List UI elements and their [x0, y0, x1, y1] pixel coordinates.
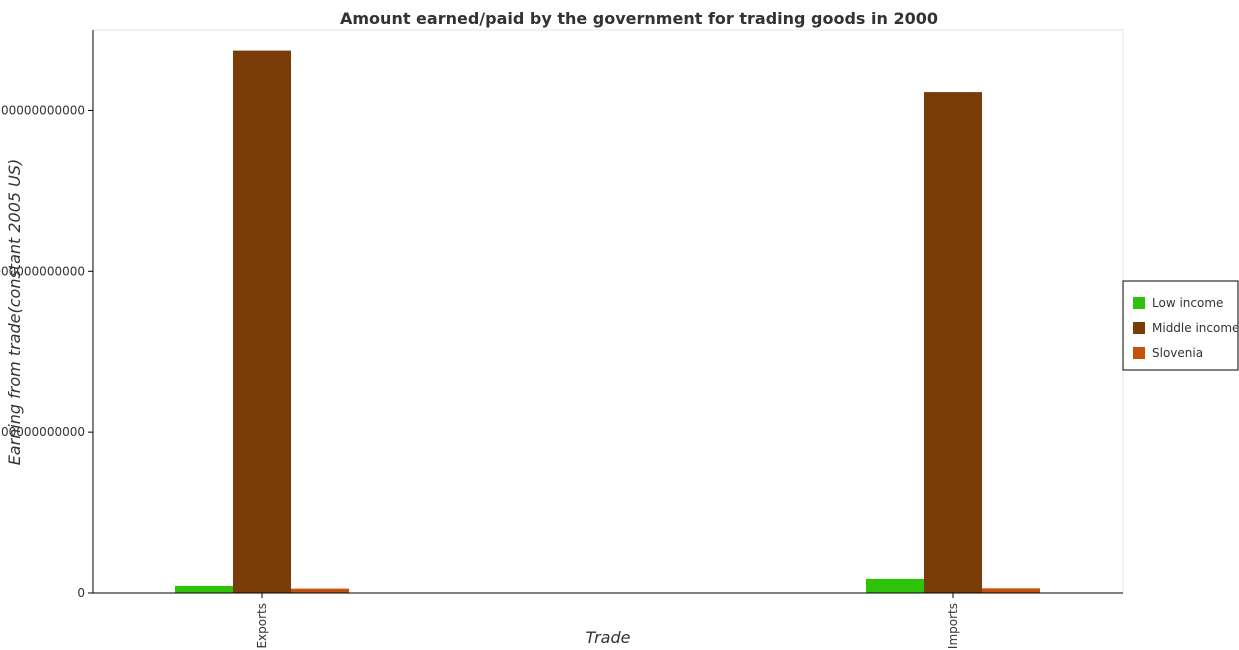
bar-low-income-imports	[866, 578, 924, 593]
legend-swatch-low-income	[1133, 297, 1145, 309]
bar-slovenia-exports	[291, 588, 349, 593]
legend: Low income Middle income Slovenia	[1122, 280, 1239, 371]
chart-title: Amount earned/paid by the government for…	[340, 9, 938, 28]
y-tick-label: 1500000000000	[0, 103, 85, 117]
y-tick-label: 0	[77, 586, 85, 600]
bar-low-income-exports	[175, 585, 233, 593]
legend-swatch-middle-income	[1133, 322, 1145, 334]
bar-slovenia-imports	[982, 588, 1040, 593]
legend-label-slovenia: Slovenia	[1152, 346, 1203, 360]
x-tick-label-imports: Imports	[946, 603, 960, 649]
bar-middle-income-exports	[233, 50, 291, 593]
bar-middle-income-imports	[924, 92, 982, 594]
x-tick-label-exports: Exports	[255, 603, 269, 649]
legend-label-low-income: Low income	[1152, 296, 1223, 310]
x-axis-ticks: Exports Imports	[255, 593, 960, 649]
y-axis-label: Earning from trade(constant 2005 US)	[5, 159, 24, 466]
legend-swatch-slovenia	[1133, 347, 1145, 359]
y-axis-ticks: 0 500000000000 1000000000000 1500000000000	[0, 103, 93, 600]
bars	[175, 50, 1040, 594]
y-tick-label: 500000000000	[0, 425, 85, 439]
x-axis-label: Trade	[586, 628, 631, 647]
y-tick-label: 1000000000000	[0, 264, 85, 278]
legend-label-middle-income: Middle income	[1152, 321, 1239, 335]
